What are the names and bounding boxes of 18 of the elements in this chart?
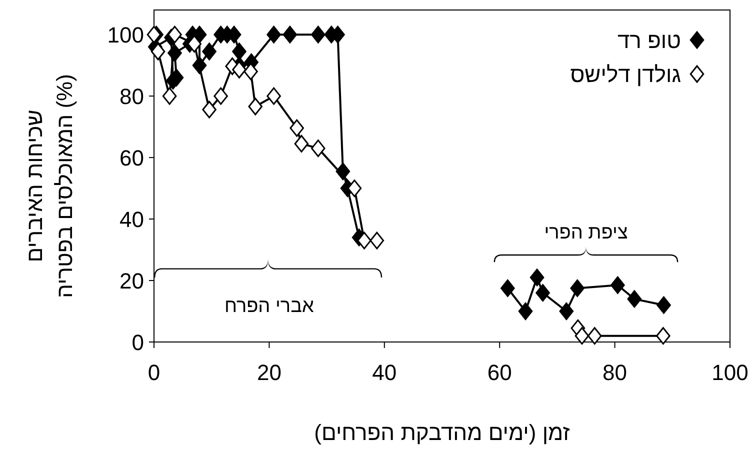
y-tick-label: 80	[120, 84, 144, 110]
x-tick-label: 100	[712, 360, 748, 385]
y-tick-label: 100	[107, 22, 144, 48]
y-tick-label: 0	[132, 330, 144, 355]
y-tick-label: 60	[120, 146, 144, 171]
x-tick-label: 40	[372, 360, 397, 385]
annotation: אברי הפרח	[224, 296, 314, 318]
x-tick-label: 20	[256, 360, 282, 385]
x-tick-label: 80	[602, 360, 628, 385]
legend-label: גולדן דלישס	[570, 62, 681, 87]
y-tick-label: 40	[120, 207, 144, 232]
y-tick-label: 20	[120, 268, 144, 294]
x-tick-label: 60	[487, 360, 512, 385]
legend-label: טופ רד	[617, 28, 681, 53]
x-axis-title: זמן (ימים מהדבקת הפרחים)	[314, 420, 570, 445]
annotation: ציפת הפרי	[544, 222, 628, 244]
x-tick-label: 0	[148, 360, 160, 385]
y-axis-title: שכיחות האיברים המאוכלסים בפטריה (%)	[22, 74, 77, 298]
